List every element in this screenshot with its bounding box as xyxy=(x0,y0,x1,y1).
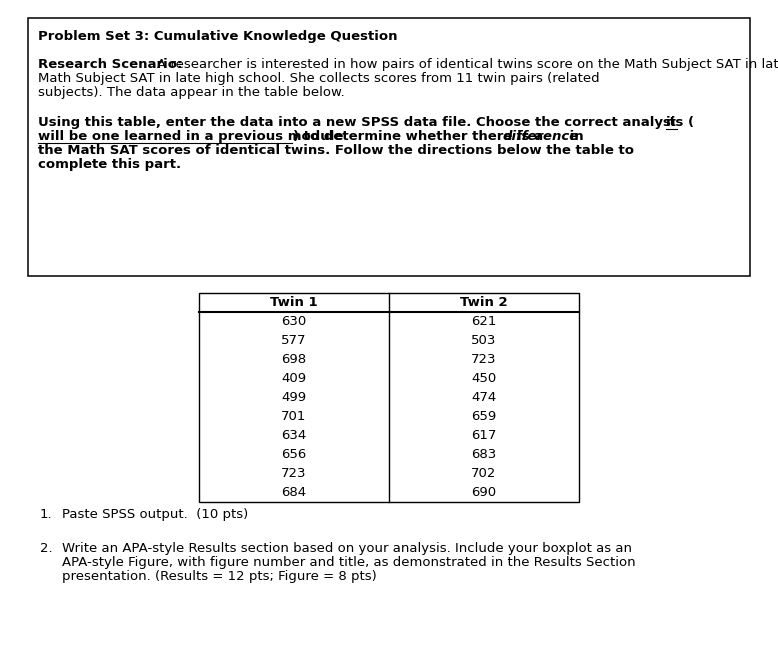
Text: 630: 630 xyxy=(282,315,307,328)
Text: it: it xyxy=(666,116,677,129)
Text: ) to determine whether there is a: ) to determine whether there is a xyxy=(293,130,548,143)
Text: 634: 634 xyxy=(282,429,307,442)
Text: in: in xyxy=(565,130,584,143)
Text: 702: 702 xyxy=(471,467,496,480)
Text: Using this table, enter the data into a new SPSS data file. Choose the correct a: Using this table, enter the data into a … xyxy=(38,116,694,129)
Text: 659: 659 xyxy=(471,410,496,423)
Text: Research Scenario:: Research Scenario: xyxy=(38,58,182,71)
Text: 577: 577 xyxy=(282,334,307,347)
Text: 409: 409 xyxy=(282,372,307,385)
Text: A researcher is interested in how pairs of identical twins score on the Math Sub: A researcher is interested in how pairs … xyxy=(157,58,778,71)
Text: 474: 474 xyxy=(471,391,496,404)
Text: 683: 683 xyxy=(471,448,496,461)
Text: APA-style Figure, with figure number and title, as demonstrated in the Results S: APA-style Figure, with figure number and… xyxy=(62,556,636,569)
Text: Twin 1: Twin 1 xyxy=(270,296,317,309)
Text: 499: 499 xyxy=(282,391,307,404)
Text: presentation. (Results = 12 pts; Figure = 8 pts): presentation. (Results = 12 pts; Figure … xyxy=(62,570,377,583)
Text: the Math SAT scores of identical twins. Follow the directions below the table to: the Math SAT scores of identical twins. … xyxy=(38,144,634,157)
Bar xyxy=(199,293,579,502)
Text: complete this part.: complete this part. xyxy=(38,158,181,171)
Text: Paste SPSS output.  (10 pts): Paste SPSS output. (10 pts) xyxy=(62,508,248,521)
Text: 723: 723 xyxy=(471,353,496,366)
Text: Write an APA-style Results section based on your analysis. Include your boxplot : Write an APA-style Results section based… xyxy=(62,542,632,555)
Text: 656: 656 xyxy=(282,448,307,461)
Text: 1.: 1. xyxy=(40,508,53,521)
Text: 698: 698 xyxy=(282,353,307,366)
Text: 450: 450 xyxy=(471,372,496,385)
Text: subjects). The data appear in the table below.: subjects). The data appear in the table … xyxy=(38,86,345,99)
Text: difference: difference xyxy=(503,130,580,143)
Text: 723: 723 xyxy=(282,467,307,480)
Text: Problem Set 3: Cumulative Knowledge Question: Problem Set 3: Cumulative Knowledge Ques… xyxy=(38,30,398,43)
Text: 701: 701 xyxy=(282,410,307,423)
Text: 621: 621 xyxy=(471,315,496,328)
Text: Math Subject SAT in late high school. She collects scores from 11 twin pairs (re: Math Subject SAT in late high school. Sh… xyxy=(38,72,600,85)
Text: 2.: 2. xyxy=(40,542,53,555)
Text: 690: 690 xyxy=(471,486,496,499)
Text: Twin 2: Twin 2 xyxy=(461,296,508,309)
Bar xyxy=(28,18,750,276)
Text: 503: 503 xyxy=(471,334,496,347)
Text: 684: 684 xyxy=(282,486,307,499)
Text: will be one learned in a previous module: will be one learned in a previous module xyxy=(38,130,343,143)
Text: 617: 617 xyxy=(471,429,496,442)
